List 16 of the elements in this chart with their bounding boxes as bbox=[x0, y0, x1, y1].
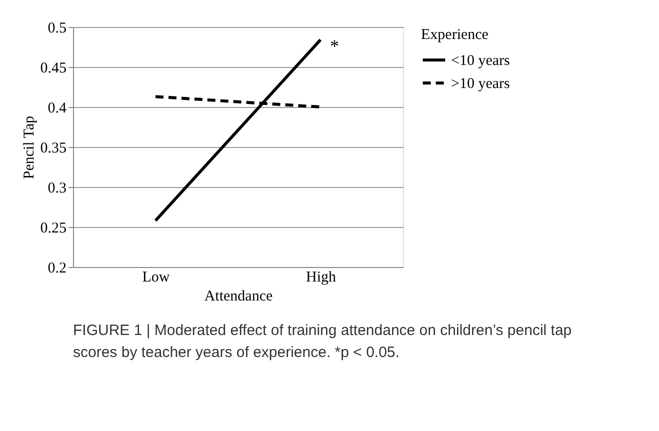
x-axis-title: Attendance bbox=[204, 288, 273, 304]
legend-label: <10 years bbox=[451, 53, 510, 69]
y-tick-label: 0.45 bbox=[40, 60, 66, 76]
x-tick-label: Low bbox=[142, 270, 170, 286]
y-tick-label: 0.4 bbox=[48, 100, 67, 116]
y-tick-label: 0.25 bbox=[40, 220, 66, 236]
y-tick-label: 0.3 bbox=[48, 180, 66, 196]
y-axis-title: Pencil Tap bbox=[21, 116, 38, 180]
legend-label: >10 years bbox=[451, 76, 510, 92]
y-tick-label: 0.5 bbox=[48, 20, 66, 36]
annotation: * bbox=[330, 36, 339, 56]
y-tick-label: 0.35 bbox=[40, 140, 66, 156]
caption: FIGURE 1 | Moderated effect of training attendance on children’s pencil tap scores by teacher years of experience. *p < 0.05. bbox=[73, 322, 572, 361]
legend-title: Experience bbox=[421, 27, 489, 43]
y-tick-label: 0.2 bbox=[48, 260, 66, 276]
x-tick-label: High bbox=[306, 270, 336, 286]
